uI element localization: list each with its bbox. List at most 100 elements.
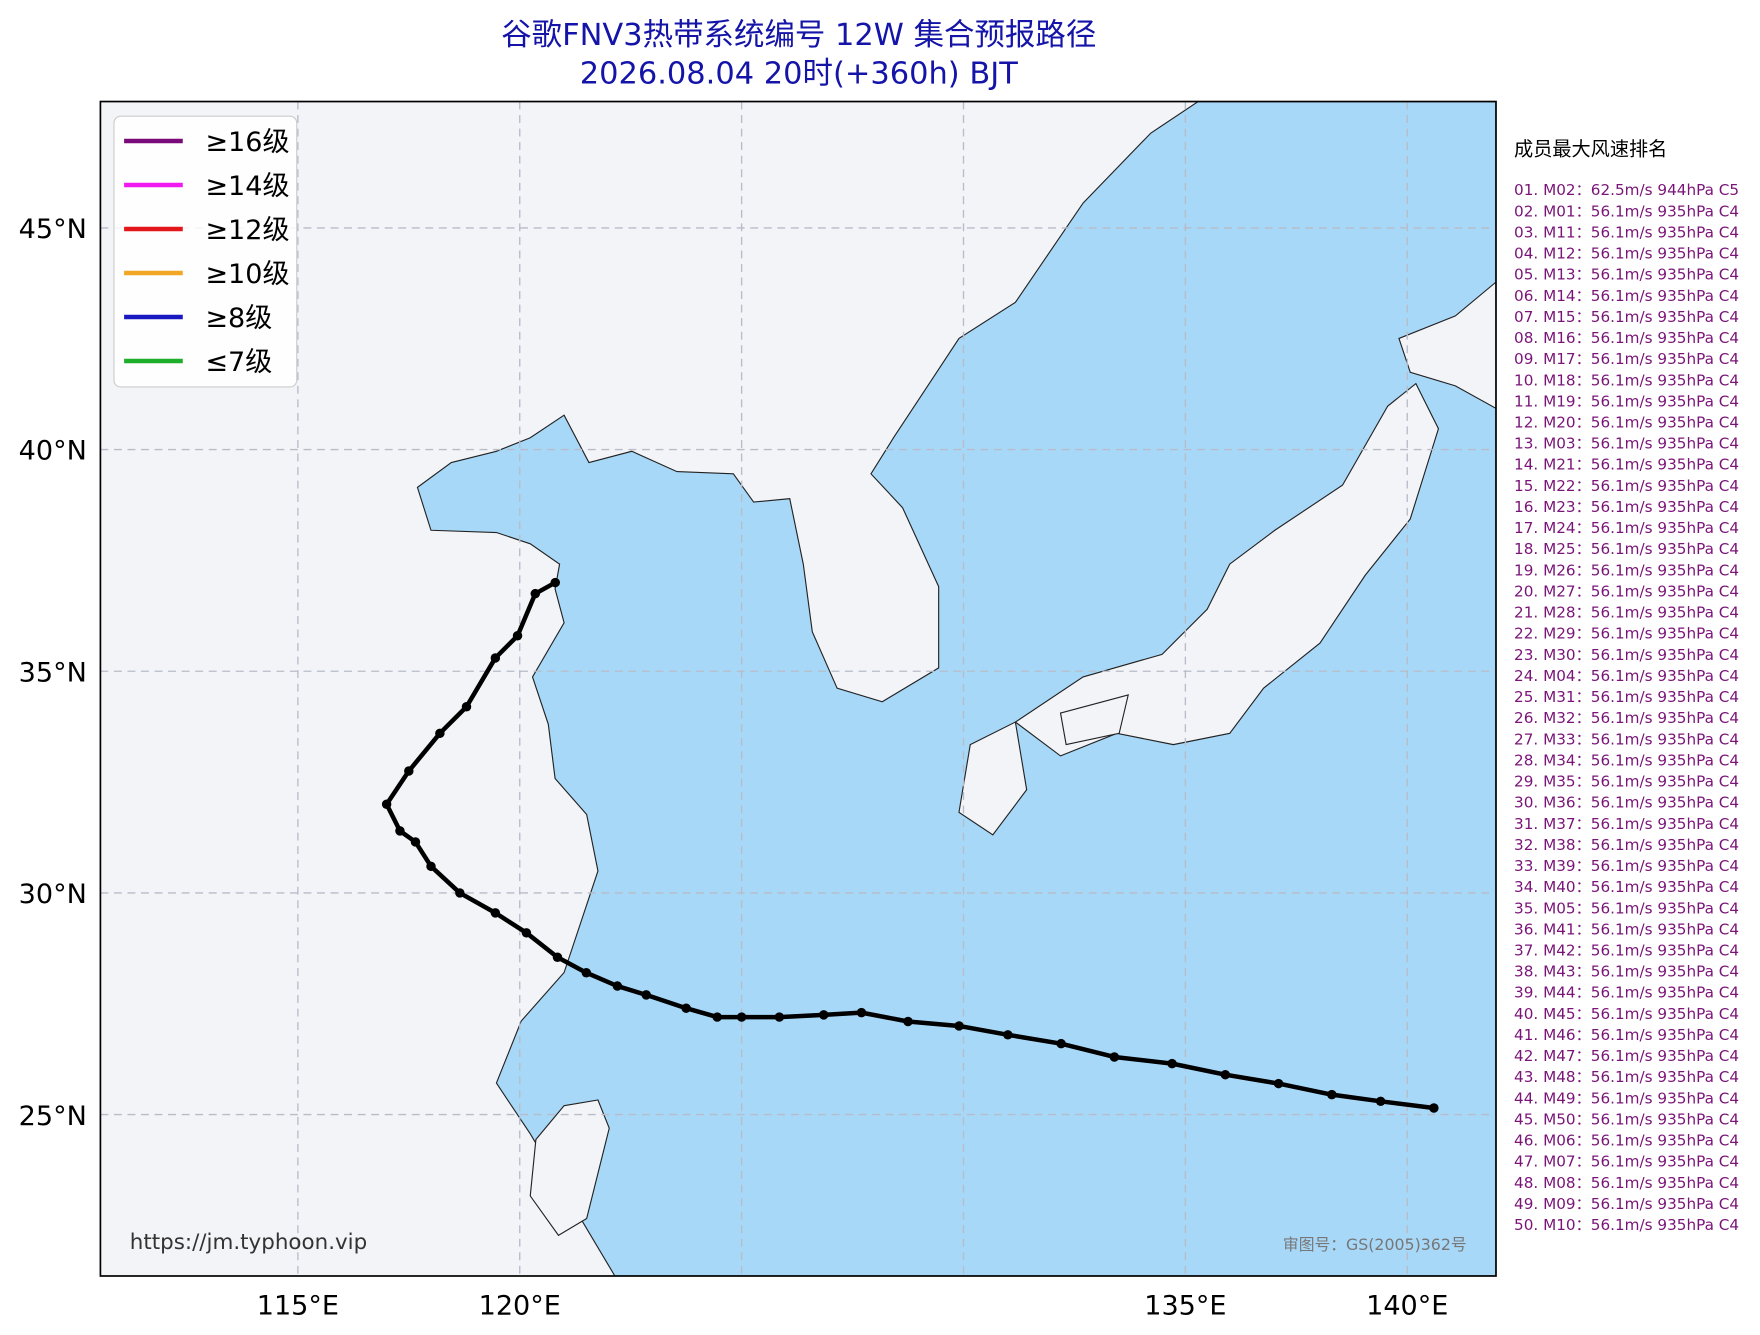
legend-label: ≥16级 <box>205 127 289 158</box>
ranking-item: 39. M44：56.1m/s 935hPa C4 <box>1514 984 1739 1002</box>
legend-label: ≤7级 <box>205 347 272 378</box>
track-point <box>490 653 501 663</box>
ranking-item: 21. M28：56.1m/s 935hPa C4 <box>1514 604 1739 622</box>
ranking-item: 05. M13：56.1m/s 935hPa C4 <box>1514 266 1739 284</box>
ranking-item: 33. M39：56.1m/s 935hPa C4 <box>1514 857 1739 875</box>
y-tick-label: 35°N <box>19 657 87 688</box>
ranking-item: 30. M36：56.1m/s 935hPa C4 <box>1514 794 1739 812</box>
track-point <box>455 888 465 898</box>
track-point <box>550 577 560 588</box>
ranking-item: 08. M16：56.1m/s 935hPa C4 <box>1514 329 1739 347</box>
ranking-item: 48. M08：56.1m/s 935hPa C4 <box>1514 1174 1739 1192</box>
ranking-item: 42. M47：56.1m/s 935hPa C4 <box>1514 1047 1739 1065</box>
ranking-item: 45. M50：56.1m/s 935hPa C4 <box>1514 1110 1739 1128</box>
ranking-item: 24. M04：56.1m/s 935hPa C4 <box>1514 667 1739 685</box>
track-point <box>521 928 532 938</box>
ranking-item: 19. M26：56.1m/s 935hPa C4 <box>1514 561 1739 579</box>
track-point <box>1273 1078 1284 1089</box>
track-point <box>1167 1058 1177 1069</box>
ranking-item: 07. M15：56.1m/s 935hPa C4 <box>1514 308 1739 326</box>
ranking-item: 41. M46：56.1m/s 935hPa C4 <box>1514 1026 1739 1044</box>
y-tick-label: 25°N <box>19 1101 87 1132</box>
track-point <box>736 1012 747 1022</box>
track-point <box>381 799 392 809</box>
shikoku <box>1059 694 1129 746</box>
mean-track <box>381 577 1439 1113</box>
hokkaido <box>1398 281 1496 410</box>
axis-labels: 115°E 120°E 135°E 140°E 25°N 30°N 35°N 40°N 45°N <box>19 214 1449 1321</box>
track-point <box>552 952 563 962</box>
title: 谷歌FNV3热带系统编号 12W 集合预报路径 <box>501 18 1096 53</box>
ranking-item: 20. M27：56.1m/s 935hPa C4 <box>1514 582 1739 600</box>
track-point <box>903 1016 913 1027</box>
track-point <box>612 981 623 991</box>
ranking-item: 22. M29：56.1m/s 935hPa C4 <box>1514 625 1739 643</box>
track-point <box>435 728 445 739</box>
ranking-item: 35. M05：56.1m/s 935hPa C4 <box>1514 899 1739 917</box>
track-point <box>774 1012 785 1022</box>
ranking-title: 成员最大风速排名 <box>1514 138 1667 161</box>
kyushu <box>958 721 1028 836</box>
ranking-item: 46. M06：56.1m/s 935hPa C4 <box>1514 1132 1739 1150</box>
ranking-item: 38. M43：56.1m/s 935hPa C4 <box>1514 963 1739 981</box>
ranking-item: 43. M48：56.1m/s 935hPa C4 <box>1514 1068 1739 1086</box>
track-point <box>512 631 523 641</box>
ranking-item: 28. M34：56.1m/s 935hPa C4 <box>1514 751 1739 769</box>
map-frame <box>99 100 1497 1277</box>
track-point <box>1375 1096 1386 1107</box>
legend-label: ≥10级 <box>205 259 289 290</box>
track-point <box>1109 1052 1120 1062</box>
ranking-item: 44. M49：56.1m/s 935hPa C4 <box>1514 1089 1739 1107</box>
ranking-item: 09. M17：56.1m/s 935hPa C4 <box>1514 350 1739 368</box>
track-point <box>426 861 436 872</box>
ranking-item: 16. M23：56.1m/s 935hPa C4 <box>1514 498 1739 516</box>
ranking-item: 13. M03：56.1m/s 935hPa C4 <box>1514 435 1739 453</box>
track-point <box>818 1010 829 1020</box>
y-tick-label: 45°N <box>19 214 87 245</box>
track-point <box>410 837 421 847</box>
ranking-item: 23. M30：56.1m/s 935hPa C4 <box>1514 646 1739 664</box>
track-point <box>1003 1030 1013 1040</box>
x-tick-label: 120°E <box>479 1290 561 1321</box>
track-point <box>490 908 501 918</box>
ranking-item: 14. M21：56.1m/s 935hPa C4 <box>1514 456 1739 474</box>
ranking-item: 34. M40：56.1m/s 935hPa C4 <box>1514 878 1739 896</box>
legend-label: ≥12级 <box>205 215 289 246</box>
track-point <box>461 701 472 712</box>
y-tick-label: 40°N <box>19 436 87 467</box>
track-point <box>681 1003 691 1013</box>
y-tick-label: 30°N <box>19 879 87 910</box>
x-tick-label: 135°E <box>1144 1290 1226 1321</box>
ranking-item: 17. M24：56.1m/s 935hPa C4 <box>1514 519 1739 537</box>
ranking-item: 10. M18：56.1m/s 935hPa C4 <box>1514 371 1739 389</box>
track-point <box>404 766 414 776</box>
track-point <box>712 1012 722 1022</box>
ranking-item: 31. M37：56.1m/s 935hPa C4 <box>1514 815 1739 833</box>
legend: ≥16级 ≥14级 ≥12级 ≥10级 ≥8级 ≤7级 <box>113 115 298 388</box>
track-point <box>1220 1069 1231 1080</box>
track-point <box>395 826 405 836</box>
ranking-item: 02. M01：56.1m/s 935hPa C4 <box>1514 202 1739 220</box>
track-point <box>1429 1103 1439 1113</box>
ranking-item: 47. M07：56.1m/s 935hPa C4 <box>1514 1153 1739 1171</box>
approval-number: 审图号：GS(2005)362号 <box>1283 1235 1467 1254</box>
honshu <box>1014 382 1440 757</box>
ranking-item: 29. M35：56.1m/s 935hPa C4 <box>1514 773 1739 791</box>
ranking-item: 11. M19：56.1m/s 935hPa C4 <box>1514 392 1739 410</box>
ranking-item: 15. M22：56.1m/s 935hPa C4 <box>1514 477 1739 495</box>
legend-label: ≥8级 <box>205 303 272 334</box>
ranking-list: 01. M02：62.5m/s 944hPa C5 02. M01：56.1m/s… <box>1514 181 1739 1234</box>
taiwan <box>529 1099 610 1237</box>
track-point <box>856 1007 867 1018</box>
ranking-item: 50. M10：56.1m/s 935hPa C4 <box>1514 1216 1739 1234</box>
ranking-item: 49. M09：56.1m/s 935hPa C4 <box>1514 1195 1739 1213</box>
ranking-item: 03. M11：56.1m/s 935hPa C4 <box>1514 223 1739 241</box>
source-url: https://jm.typhoon.vip <box>130 1230 368 1255</box>
ranking-item: 04. M12：56.1m/s 935hPa C4 <box>1514 245 1739 263</box>
ranking-item: 40. M45：56.1m/s 935hPa C4 <box>1514 1005 1739 1023</box>
sea <box>416 101 1496 1276</box>
subtitle: 2026.08.04 20时(+360h) BJT <box>580 56 1019 91</box>
ranking-item: 18. M25：56.1m/s 935hPa C4 <box>1514 540 1739 558</box>
